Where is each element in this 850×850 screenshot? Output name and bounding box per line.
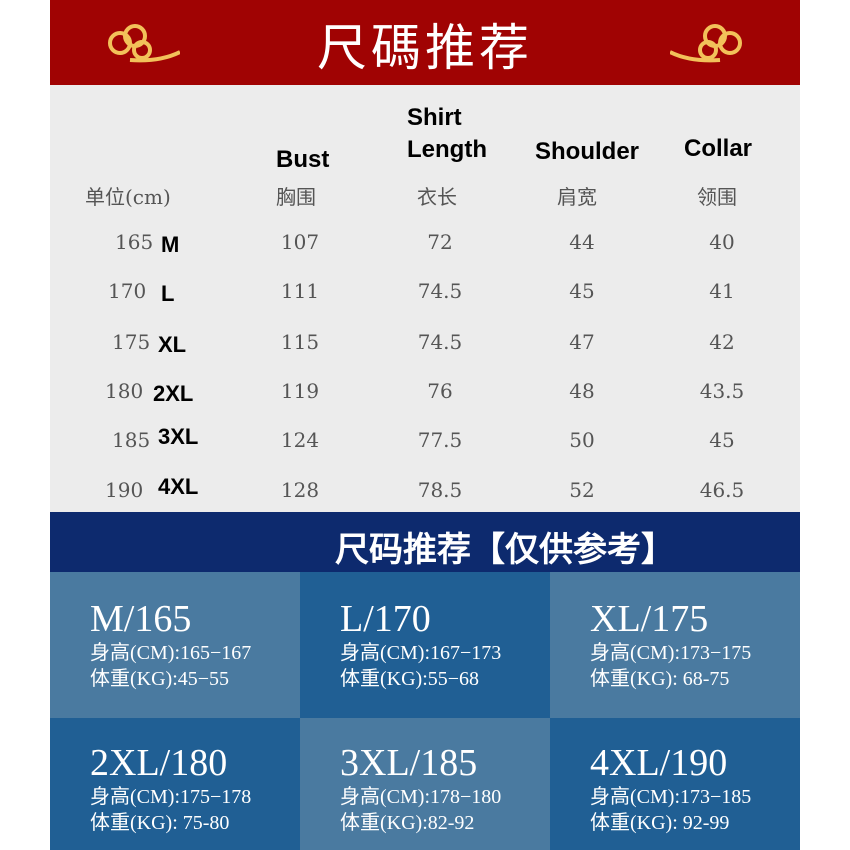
recommendation-banner: 尺码推荐【仅供参考】 xyxy=(50,512,800,572)
value-cell: 47 xyxy=(569,330,595,354)
column-header-shoulder: Shoulder xyxy=(535,138,640,165)
size-recommendation-card: 3XL/185 身高(CM):178−180 体重(KG):82-92 xyxy=(300,718,550,850)
value-cell: 48 xyxy=(569,379,595,403)
gold-cloud-icon xyxy=(108,24,180,63)
size-cell: 2XL xyxy=(153,381,194,406)
height-cell: 185 xyxy=(112,428,151,452)
size-cell: L xyxy=(161,281,175,306)
size-recommendation-card: L/170 身高(CM):167−173 体重(KG):55−68 xyxy=(300,572,550,718)
size-cell: 3XL xyxy=(158,424,199,449)
unit-label: 单位(cm) xyxy=(85,185,171,209)
value-cell: 76 xyxy=(427,379,453,403)
value-cell: 43.5 xyxy=(699,379,745,403)
size-recommendation-card: 2XL/180 身高(CM):175−178 体重(KG): 75-80 xyxy=(50,718,300,850)
card-weight-range: 体重(KG):55−68 xyxy=(340,668,480,690)
value-cell: 46.5 xyxy=(699,478,745,502)
height-cell: 190 xyxy=(105,478,144,502)
card-title: XL/175 xyxy=(590,598,709,640)
column-header-length-zh: 衣长 xyxy=(417,185,457,209)
height-cell: 180 xyxy=(105,379,144,403)
card-height-range: 身高(CM):175−178 xyxy=(90,786,252,808)
value-cell: 107 xyxy=(280,230,320,254)
value-cell: 52 xyxy=(569,478,595,502)
card-title: 4XL/190 xyxy=(590,742,728,784)
value-cell: 77.5 xyxy=(417,428,463,452)
page-title: 尺碼推荐 xyxy=(317,19,533,77)
value-cell: 44 xyxy=(569,230,595,254)
card-height-range: 身高(CM):173−175 xyxy=(590,642,752,664)
value-cell: 78.5 xyxy=(417,478,463,502)
column-header-collar-zh: 领围 xyxy=(697,185,737,209)
height-cell: 165 xyxy=(115,230,154,254)
column-header-shirt-length: Shirt Length xyxy=(407,104,487,163)
value-cell: 72 xyxy=(427,230,453,254)
column-header-collar: Collar xyxy=(684,135,753,162)
size-recommendation-card: M/165 身高(CM):165−167 体重(KG):45−55 xyxy=(50,572,300,718)
value-cell: 40 xyxy=(709,230,735,254)
card-height-range: 身高(CM):173−185 xyxy=(590,786,752,808)
value-cell: 74.5 xyxy=(417,279,463,303)
value-cell: 111 xyxy=(280,279,320,303)
size-recommendation-card: 4XL/190 身高(CM):173−185 体重(KG): 92-99 xyxy=(550,718,800,850)
gold-cloud-icon xyxy=(670,24,742,63)
card-title: M/165 xyxy=(90,598,192,640)
height-cell: 175 xyxy=(112,330,151,354)
card-height-range: 身高(CM):165−167 xyxy=(90,642,252,664)
value-cell: 42 xyxy=(709,330,735,354)
card-height-range: 身高(CM):167−173 xyxy=(340,642,502,664)
value-cell: 45 xyxy=(569,279,595,303)
height-cell: 170 xyxy=(108,279,147,303)
recommendation-title: 尺码推荐【仅供参考】 xyxy=(335,530,675,570)
card-title: L/170 xyxy=(340,598,431,640)
card-weight-range: 体重(KG): 68-75 xyxy=(590,668,730,690)
value-cell: 50 xyxy=(569,428,595,452)
size-cell: XL xyxy=(158,332,187,357)
value-cell: 128 xyxy=(280,478,320,502)
column-header-bust-zh: 胸围 xyxy=(276,185,316,209)
value-cell: 41 xyxy=(709,279,735,303)
card-weight-range: 体重(KG):45−55 xyxy=(90,668,230,690)
card-weight-range: 体重(KG): 92-99 xyxy=(590,812,730,834)
card-height-range: 身高(CM):178−180 xyxy=(340,786,502,808)
value-cell: 124 xyxy=(280,428,320,452)
column-header-bust: Bust xyxy=(276,146,330,173)
card-title: 3XL/185 xyxy=(340,742,478,784)
value-cell: 115 xyxy=(280,330,320,354)
value-cell: 45 xyxy=(709,428,735,452)
card-weight-range: 体重(KG): 75-80 xyxy=(90,812,230,834)
value-cell: 119 xyxy=(280,379,320,403)
size-table: 单位(cm) Bust Shirt Length Shoulder Collar… xyxy=(50,85,800,512)
size-recommendation-card: XL/175 身高(CM):173−175 体重(KG): 68-75 xyxy=(550,572,800,718)
size-cell: 4XL xyxy=(158,474,199,499)
value-cell: 74.5 xyxy=(417,330,463,354)
card-title: 2XL/180 xyxy=(90,742,228,784)
column-header-shoulder-zh: 肩宽 xyxy=(557,185,597,209)
card-weight-range: 体重(KG):82-92 xyxy=(340,812,475,834)
size-cell: M xyxy=(161,232,180,257)
header-banner: 尺碼推荐 xyxy=(50,0,800,85)
